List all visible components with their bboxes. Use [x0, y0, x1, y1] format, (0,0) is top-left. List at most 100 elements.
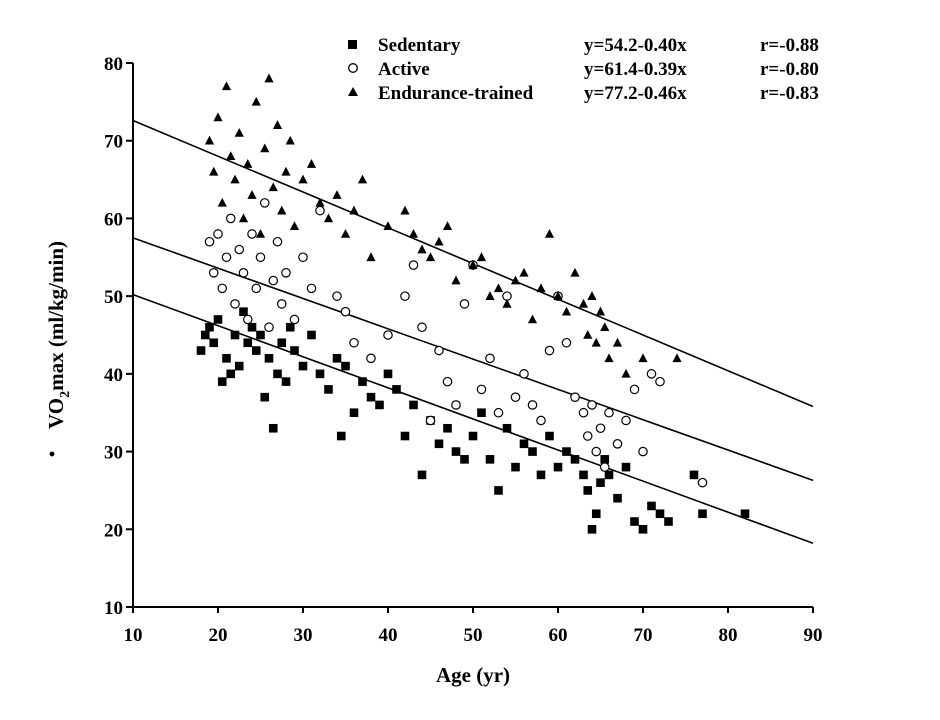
x-tick-label: 60 — [549, 625, 568, 646]
data-point-active — [230, 299, 240, 309]
data-point-sedentary — [536, 470, 546, 480]
data-point-active — [595, 423, 606, 434]
data-point-sedentary — [234, 361, 244, 371]
x-tick-label: 10 — [124, 625, 143, 646]
data-point-sedentary — [613, 493, 622, 503]
data-point-sedentary — [519, 439, 529, 449]
x-tick-label: 80 — [719, 625, 738, 646]
data-point-active — [459, 299, 470, 309]
data-point-sedentary — [434, 439, 444, 449]
data-point-sedentary — [596, 478, 605, 487]
data-point-active — [217, 283, 228, 294]
data-point-endurance-trained — [417, 244, 427, 254]
data-point-active — [281, 268, 291, 278]
data-point-sedentary — [511, 462, 520, 472]
data-point-endurance-trained — [272, 120, 283, 129]
data-point-sedentary — [392, 385, 401, 394]
data-point-active — [493, 407, 504, 418]
data-point-sedentary — [630, 517, 639, 526]
data-point-endurance-trained — [591, 337, 601, 347]
y-axis-title-sub: 2 — [58, 391, 73, 398]
data-point-sedentary — [196, 346, 206, 355]
data-point-active — [587, 400, 597, 410]
data-point-active — [527, 400, 538, 410]
data-point-active — [561, 337, 572, 348]
data-point-endurance-trained — [315, 197, 325, 207]
data-point-sedentary — [226, 369, 236, 379]
data-point-endurance-trained — [383, 221, 393, 230]
x-axis-title: Age (yr) — [436, 663, 510, 687]
data-point-sedentary — [324, 385, 333, 394]
data-point-endurance-trained — [400, 205, 410, 215]
data-point-endurance-trained — [570, 267, 580, 277]
data-point-endurance-trained — [595, 306, 606, 316]
data-point-endurance-trained — [476, 252, 487, 262]
data-point-endurance-trained — [289, 221, 300, 230]
data-point-active — [306, 283, 317, 294]
data-point-endurance-trained — [238, 213, 249, 223]
data-point-active — [612, 438, 623, 449]
data-point-active — [582, 431, 593, 441]
data-point-endurance-trained — [306, 159, 317, 168]
data-point-endurance-trained — [536, 283, 546, 293]
data-point-active — [697, 477, 708, 488]
data-point-endurance-trained — [502, 298, 512, 308]
data-point-sedentary — [243, 338, 253, 348]
data-point-active — [604, 407, 614, 418]
data-point-active — [298, 252, 308, 263]
data-point-endurance-trained — [217, 197, 227, 207]
data-point-sedentary — [336, 431, 346, 441]
data-point-sedentary — [260, 392, 270, 402]
data-point-active — [264, 322, 274, 333]
data-point-sedentary — [600, 455, 610, 464]
y-axis-title-dot — [49, 451, 55, 457]
data-point-active — [570, 392, 580, 402]
data-point-endurance-trained — [357, 174, 368, 184]
data-point-endurance-trained — [323, 213, 334, 223]
data-point-endurance-trained — [600, 322, 610, 332]
data-point-active — [510, 392, 521, 402]
data-point-sedentary — [664, 517, 673, 526]
data-point-active — [646, 369, 657, 379]
y-tick-label: 20 — [104, 520, 123, 541]
data-point-endurance-trained — [340, 228, 351, 238]
tick-marks: 10 20 30 40 50 60 70 80 90 10 20 30 40 50 60 70 80 — [104, 54, 823, 646]
data-point-active — [417, 322, 427, 333]
data-point-active — [259, 198, 270, 208]
legend-equation-endurance: y=77.2-0.46x — [584, 83, 687, 104]
data-point-active — [655, 376, 665, 387]
x-tick-label: 40 — [379, 625, 398, 646]
data-point-sedentary — [205, 322, 214, 332]
data-point-sedentary — [647, 501, 656, 511]
data-point-endurance-trained — [213, 112, 223, 122]
data-point-endurance-trained — [260, 143, 270, 153]
data-point-active — [349, 337, 359, 348]
data-point-active — [340, 306, 351, 317]
data-point-sedentary — [417, 470, 427, 480]
data-point-sedentary — [604, 470, 614, 480]
data-point-endurance-trained — [621, 368, 631, 378]
data-point-sedentary — [579, 470, 588, 480]
data-point-endurance-trained — [612, 337, 623, 347]
legend-equation-active: y=61.4-0.39x — [584, 59, 687, 80]
data-point-endurance-trained — [544, 228, 555, 238]
data-point-endurance-trained — [442, 221, 453, 230]
data-point-active — [544, 345, 555, 356]
y-tick-label: 10 — [104, 598, 123, 619]
data-point-sedentary — [217, 377, 227, 386]
y-tick-label: 30 — [104, 443, 123, 464]
data-point-sedentary — [268, 423, 278, 433]
data-point-sedentary — [570, 455, 580, 464]
data-point-sedentary — [583, 486, 593, 495]
data-point-active — [247, 229, 257, 239]
legend-marker-square — [348, 40, 357, 49]
data-point-sedentary — [277, 338, 287, 348]
data-point-endurance-trained — [408, 228, 419, 238]
data-point-sedentary — [502, 423, 512, 433]
data-point-sedentary — [740, 509, 750, 519]
data-point-endurance-trained — [204, 135, 215, 145]
legend-r-active: r=-0.80 — [760, 59, 819, 80]
data-point-endurance-trained — [221, 81, 232, 91]
data-point-endurance-trained — [243, 159, 253, 168]
data-point-active — [476, 384, 487, 395]
